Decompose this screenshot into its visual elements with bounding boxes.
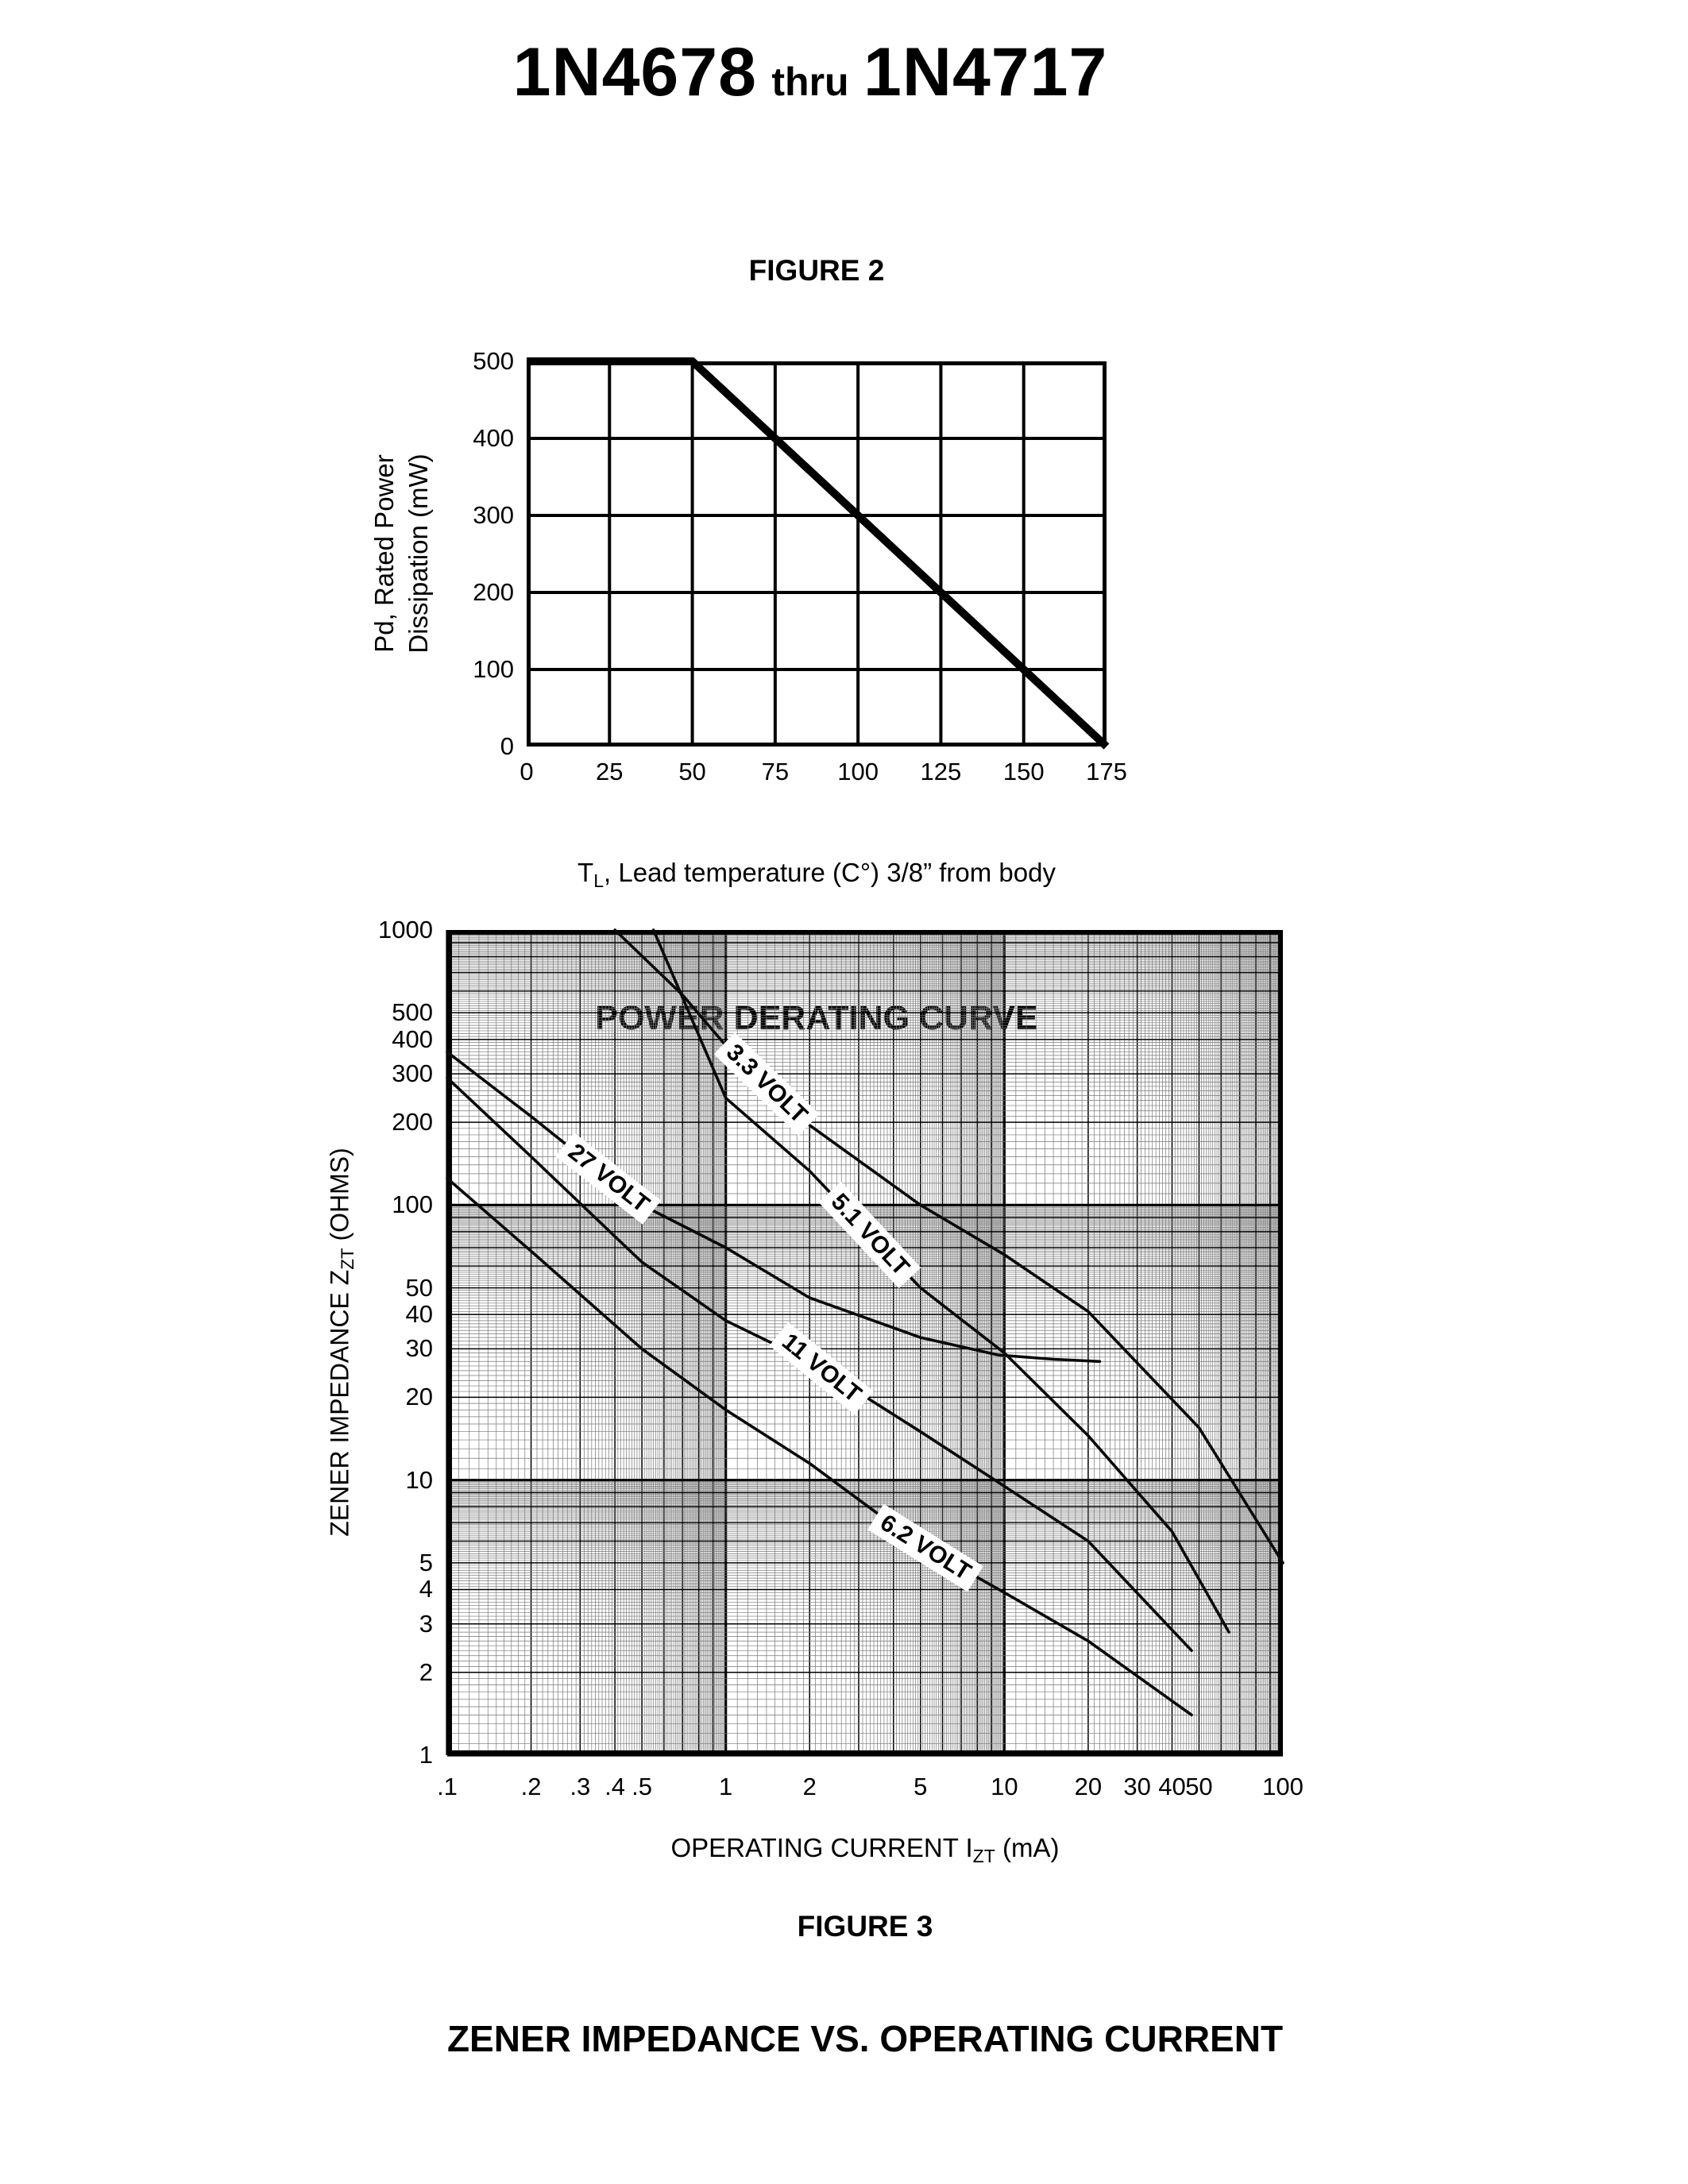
fig3-xtick-.5: .5 xyxy=(632,1773,653,1800)
fig2-xtick-75: 75 xyxy=(761,758,790,785)
figure2-y-axis-label-line2: Dissipation (mW) xyxy=(404,453,433,654)
figure2-x-axis-label: TL, Lead temperature (C°) 3/8” from body xyxy=(527,858,1107,891)
figure2-x-axis-label-pre: T xyxy=(577,858,594,887)
fig3-ytick-4: 4 xyxy=(419,1575,433,1603)
figure3-y-axis-label-sub: ZT xyxy=(338,1248,358,1270)
figure3-y-axis-label-post: (OHMS) xyxy=(325,1148,354,1248)
fig2-ytick-300: 300 xyxy=(473,501,514,529)
fig3-ytick-1000: 1000 xyxy=(378,916,433,943)
fig3-ytick-20: 20 xyxy=(405,1383,433,1411)
fig3-xtick-.1: .1 xyxy=(437,1773,458,1800)
fig2-ytick-200: 200 xyxy=(473,578,514,606)
curve-11-VOLT xyxy=(446,1076,1193,1653)
figure3-x-axis-label: OPERATING CURRENT IZT (mA) xyxy=(447,1833,1283,1866)
figure3-plot xyxy=(446,928,1284,1757)
fig3-xtick-40: 40 xyxy=(1158,1773,1186,1800)
figure2-x-axis-label-post: , Lead temperature (C°) 3/8” from body xyxy=(604,858,1056,887)
page-title-part1: 1N4678 xyxy=(512,34,757,110)
fig2-ytick-500: 500 xyxy=(473,347,514,375)
fig2-xtick-150: 150 xyxy=(1002,758,1045,785)
fig2-xtick-25: 25 xyxy=(596,758,624,785)
fig3-ytick-1: 1 xyxy=(419,1741,433,1769)
fig2-ytick-0: 0 xyxy=(500,732,514,760)
fig2-xtick-175: 175 xyxy=(1086,758,1127,785)
figure3-y-axis-label: ZENER IMPEDANCE ZZT (OHMS) xyxy=(325,1148,358,1537)
fig3-ytick-2: 2 xyxy=(419,1657,433,1686)
figure3-y-axis-label-pre: ZENER IMPEDANCE Z xyxy=(325,1269,354,1537)
fig3-xtick-30: 30 xyxy=(1123,1773,1151,1800)
figure2-y-axis-label: Pd, Rated Power Dissipation (mW) xyxy=(368,453,436,653)
fig2-ytick-400: 400 xyxy=(473,424,514,452)
derating-line xyxy=(527,357,1110,750)
fig3-xtick-.2: .2 xyxy=(520,1773,542,1800)
fig3-ytick-300: 300 xyxy=(392,1059,433,1088)
fig3-xtick-100: 100 xyxy=(1262,1773,1304,1800)
fig3-ytick-40: 40 xyxy=(405,1300,433,1329)
fig3-xtick-.3: .3 xyxy=(570,1773,591,1800)
fig2-xtick-0: 0 xyxy=(520,758,534,785)
fig3-ytick-50: 50 xyxy=(405,1273,433,1302)
fig3-xtick-2: 2 xyxy=(802,1773,817,1800)
fig3-xtick-50: 50 xyxy=(1185,1773,1213,1800)
fig3-ytick-400: 400 xyxy=(392,1024,433,1053)
page-title-part2: 1N4717 xyxy=(863,34,1108,110)
fig3-ytick-100: 100 xyxy=(392,1190,433,1219)
curve-3.3-VOLT xyxy=(613,928,1284,1565)
fig2-xtick-100: 100 xyxy=(837,758,879,785)
figure3-heading: FIGURE 3 xyxy=(797,1910,933,1943)
fig3-ytick-3: 3 xyxy=(419,1609,433,1638)
figure2-y-axis-label-line1: Pd, Rated Power xyxy=(369,454,400,653)
page-title-thru: thru xyxy=(771,60,849,104)
fig3-xtick-20: 20 xyxy=(1074,1773,1103,1800)
fig3-ytick-10: 10 xyxy=(405,1465,433,1494)
page-title: 1N4678 thru 1N4717 xyxy=(365,33,1255,112)
fig3-ytick-200: 200 xyxy=(392,1108,433,1136)
fig3-ytick-30: 30 xyxy=(405,1334,433,1363)
curve-6.2-VOLT xyxy=(446,1176,1193,1717)
figure2-plot xyxy=(527,357,1110,750)
figure3-caption: ZENER IMPEDANCE VS. OPERATING CURRENT xyxy=(446,2018,1284,2059)
fig3-ytick-500: 500 xyxy=(392,998,433,1027)
fig2-xtick-125: 125 xyxy=(920,758,962,785)
fig2-ytick-100: 100 xyxy=(473,655,514,683)
fig2-xtick-50: 50 xyxy=(678,758,706,785)
figure2-x-axis-label-sub: L xyxy=(593,870,605,891)
figure2-heading: FIGURE 2 xyxy=(748,254,885,287)
fig3-xtick-5: 5 xyxy=(914,1773,928,1800)
fig3-xtick-10: 10 xyxy=(991,1773,1018,1800)
fig3-xtick-.4: .4 xyxy=(605,1773,626,1800)
figure3-x-axis-label-pre: OPERATING CURRENT I xyxy=(670,1833,973,1862)
figure3-x-axis-label-sub: ZT xyxy=(972,1845,995,1866)
fig3-ytick-5: 5 xyxy=(419,1548,433,1576)
figure3-x-axis-label-post: (mA) xyxy=(995,1833,1060,1862)
fig3-xtick-1: 1 xyxy=(719,1773,733,1800)
